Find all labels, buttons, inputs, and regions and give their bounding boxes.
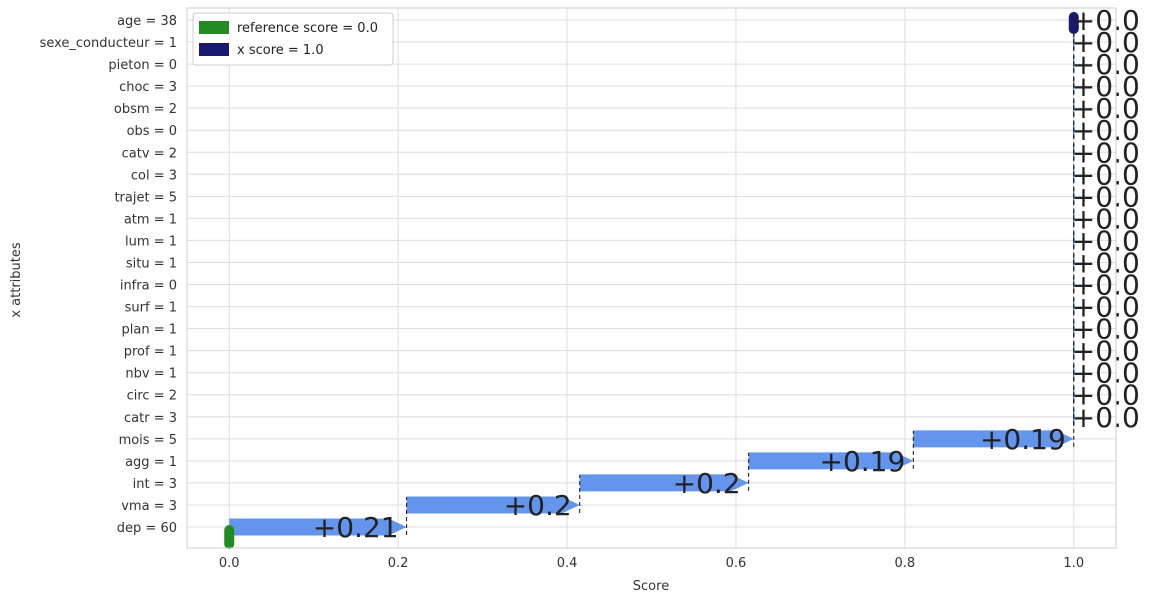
value-labels: +0.21+0.2+0.2+0.19+0.19+0.0+0.0+0.0+0.0+…: [313, 4, 1140, 544]
y-tick-label: pieton = 0: [108, 58, 177, 73]
value-label: +0.0: [1072, 291, 1140, 324]
x-tick-label: 1.0: [1063, 556, 1084, 571]
value-label: +0.0: [1072, 180, 1140, 213]
value-label: +0.0: [1072, 401, 1140, 434]
score-markers: [224, 12, 1079, 549]
y-tick-label: lum = 1: [125, 234, 177, 249]
value-label: +0.2: [673, 467, 741, 500]
value-label: +0.0: [1072, 4, 1140, 37]
value-label: +0.19: [980, 423, 1066, 456]
y-tick-label: catv = 2: [122, 146, 177, 161]
contribution-bars: [229, 12, 1075, 536]
value-label: +0.0: [1072, 313, 1140, 346]
x-tick-label: 0.2: [388, 556, 409, 571]
y-tick-label: vma = 3: [121, 499, 177, 514]
legend-label: x score = 1.0: [237, 43, 324, 58]
y-tick-label: catr = 3: [124, 411, 177, 426]
value-label: +0.0: [1072, 114, 1140, 147]
x-axis-label: Score: [633, 579, 669, 594]
y-tick-label: agg = 1: [125, 455, 177, 470]
reference-score-marker: [224, 525, 235, 549]
contribution-bar: [579, 474, 749, 492]
x-tick-label: 0.6: [726, 556, 747, 571]
value-label: +0.0: [1072, 224, 1140, 257]
y-tick-label: obs = 0: [127, 124, 177, 139]
x-tick-labels: 0.0 0.2 0.4 0.6 0.8 1.0: [219, 556, 1084, 571]
legend-swatch: [199, 43, 229, 56]
legend-label: reference score = 0.0: [237, 21, 378, 36]
x-tick-label: 0.8: [895, 556, 916, 571]
value-label: +0.0: [1072, 26, 1140, 59]
value-label: +0.0: [1072, 357, 1140, 390]
y-tick-label: surf = 1: [125, 301, 177, 316]
value-label: +0.2: [504, 489, 572, 522]
value-label: +0.0: [1072, 379, 1140, 412]
y-tick-label: situ = 1: [126, 256, 177, 271]
y-tick-label: trajet = 5: [114, 190, 177, 205]
y-tick-label: nbv = 1: [125, 367, 177, 382]
value-label: +0.19: [819, 445, 905, 478]
contribution-bar: [748, 452, 914, 470]
value-label: +0.0: [1072, 70, 1140, 103]
y-tick-labels: dep = 60 vma = 3 int = 3 agg = 1 mois = 5 cat…: [40, 14, 177, 536]
y-tick-label: circ = 2: [127, 389, 177, 404]
value-label: +0.0: [1072, 202, 1140, 235]
value-label: +0.21: [313, 511, 399, 544]
value-label: +0.0: [1072, 246, 1140, 279]
y-axis-label: x attributes: [9, 242, 24, 318]
value-label: +0.0: [1072, 136, 1140, 169]
contribution-bar: [229, 518, 407, 536]
y-tick-label: plan = 1: [122, 323, 178, 338]
y-tick-label: infra = 0: [120, 279, 177, 294]
y-tick-label: sexe_conducteur = 1: [40, 36, 177, 51]
x-tick-label: 0.4: [557, 556, 578, 571]
y-tick-label: choc = 3: [119, 80, 177, 95]
contribution-bar: [406, 496, 580, 514]
y-tick-label: mois = 5: [119, 433, 177, 448]
x-score-marker: [1068, 12, 1079, 34]
plot-frame: [186, 7, 1117, 549]
connector-lines: [406, 12, 1075, 535]
legend-box: [192, 12, 394, 66]
y-tick-label: prof = 1: [124, 345, 177, 360]
legend: reference score = 0.0 x score = 1.0: [192, 12, 394, 66]
y-tick-label: dep = 60: [117, 521, 177, 536]
y-tick-label: age = 38: [117, 14, 177, 29]
legend-swatch: [199, 21, 229, 34]
value-label: +0.0: [1072, 158, 1140, 191]
y-tick-label: int = 3: [133, 477, 177, 492]
x-tick-label: 0.0: [219, 556, 240, 571]
value-label: +0.0: [1072, 48, 1140, 81]
value-label: +0.0: [1072, 335, 1140, 368]
grid: [187, 8, 1116, 548]
y-tick-label: atm = 1: [124, 212, 177, 227]
y-tick-label: col = 3: [131, 168, 177, 183]
value-label: +0.0: [1072, 92, 1140, 125]
contribution-bar: [913, 430, 1074, 448]
y-tick-label: obsm = 2: [114, 102, 177, 117]
value-label: +0.0: [1072, 269, 1140, 302]
